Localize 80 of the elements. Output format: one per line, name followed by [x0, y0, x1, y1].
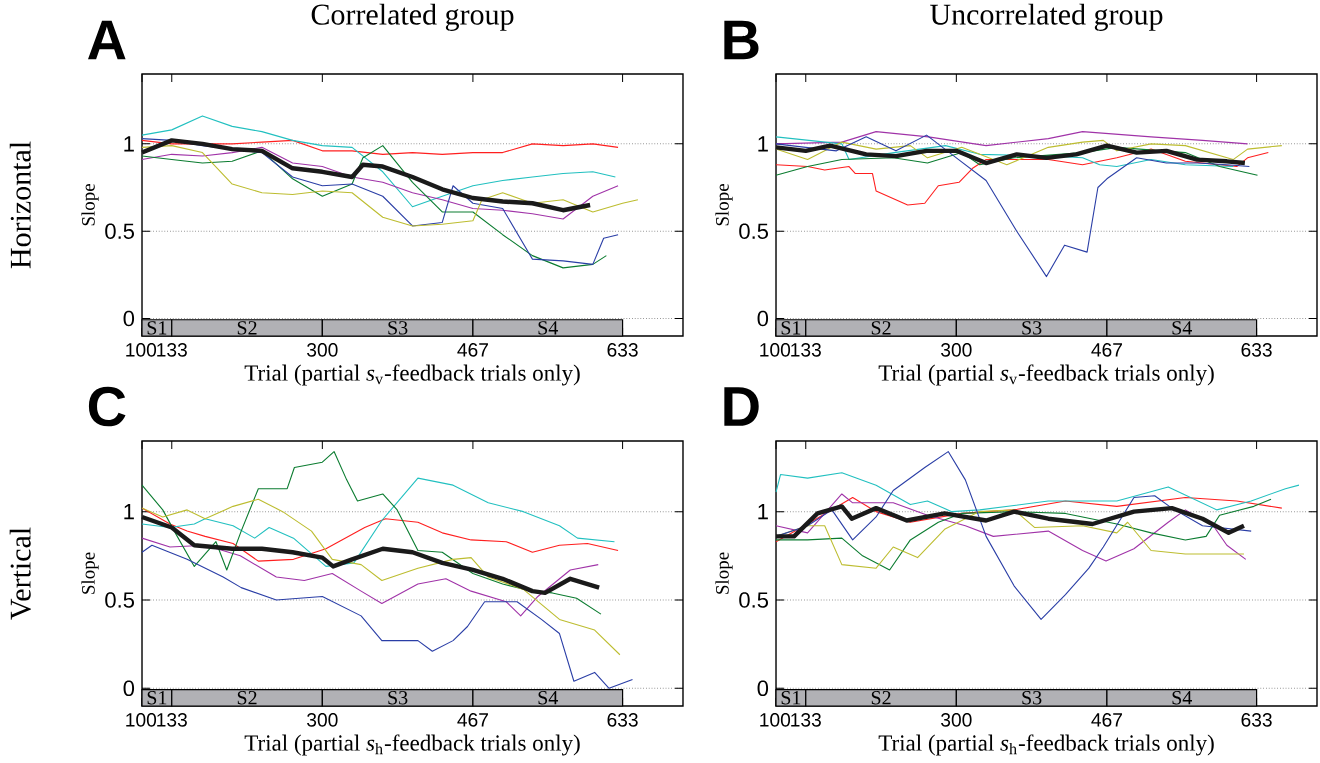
x-tick-label: 633 — [607, 713, 638, 727]
y-tick-label: 0.5 — [105, 592, 134, 608]
line-series — [141, 498, 621, 656]
band-label: S1 — [781, 691, 801, 705]
band-label: S3 — [1022, 321, 1042, 335]
x-tick-label: 100 — [126, 713, 157, 727]
band-label: S2 — [871, 321, 891, 335]
text: D — [724, 387, 759, 426]
x-tick-label: 467 — [1091, 713, 1122, 727]
x-tick-label: 300 — [941, 713, 972, 727]
band-label: S1 — [147, 691, 167, 705]
y-axis-title: Slope — [715, 184, 733, 226]
line-series — [141, 537, 599, 617]
x-axis-title: Trial (partial s$_{h}$-feedback trials only) — [244, 734, 580, 756]
line-series — [775, 472, 1300, 513]
x-axis-title: Trial (partial s$_{h}$-feedback trials only) — [878, 734, 1214, 756]
x-tick-label: 133 — [157, 343, 187, 357]
band-label: S4 — [538, 691, 558, 705]
x-tick-label: 100 — [760, 343, 791, 357]
x-tick-label: 467 — [1091, 343, 1122, 357]
line-series — [141, 477, 616, 567]
band-label: S2 — [237, 321, 257, 335]
x-tick-label: 467 — [457, 713, 488, 727]
text: A — [88, 20, 126, 60]
text: Horizontal — [9, 141, 31, 269]
line-series — [773, 504, 1247, 539]
y-tick-label: 1 — [124, 504, 134, 520]
band-label: S3 — [1022, 691, 1042, 705]
band-label: S2 — [871, 691, 891, 705]
y-axis-title: Slope — [81, 552, 99, 594]
line-series — [775, 498, 1272, 571]
x-tick-label: 300 — [941, 343, 972, 357]
band-label: S1 — [781, 321, 801, 335]
line-series — [141, 451, 602, 615]
line-series — [775, 139, 1283, 166]
y-tick-label: 1 — [758, 136, 768, 152]
text: Vertical — [9, 527, 31, 620]
x-tick-label: 633 — [1241, 343, 1272, 357]
line-series — [139, 138, 593, 213]
y-tick-label: 0.5 — [739, 223, 768, 239]
x-tick-label: 133 — [791, 713, 821, 727]
y-tick-label: 0 — [123, 310, 135, 327]
x-tick-label: 133 — [791, 343, 821, 357]
band-label: S3 — [388, 691, 408, 705]
chart-title: Uncorrelated group — [930, 3, 1163, 31]
x-tick-label: 467 — [457, 343, 488, 357]
band-label: S4 — [1172, 691, 1192, 705]
x-tick-label: 300 — [307, 343, 338, 357]
x-tick-label: 300 — [307, 713, 338, 727]
y-tick-label: 0 — [757, 310, 769, 327]
y-tick-label: 0.5 — [739, 592, 768, 608]
line-series — [141, 544, 634, 689]
x-tick-label: 633 — [607, 343, 638, 357]
x-axis-title: Trial (partial s$_{v}$-feedback trials only) — [878, 364, 1214, 386]
y-tick-label: 0 — [123, 680, 135, 697]
y-tick-label: 1 — [758, 504, 768, 520]
x-axis-title: Trial (partial s$_{v}$-feedback trials only) — [244, 364, 580, 386]
line-series — [141, 115, 616, 208]
y-tick-label: 0 — [757, 680, 769, 697]
line-series — [773, 143, 1248, 166]
x-tick-label: 100 — [126, 343, 157, 357]
band-label: S3 — [388, 321, 408, 335]
text: B — [724, 20, 759, 60]
band-label: S4 — [1172, 321, 1192, 335]
x-tick-label: 100 — [760, 713, 791, 727]
band-label: S4 — [538, 321, 558, 335]
band-label: S1 — [147, 321, 167, 335]
line-series — [141, 507, 619, 562]
y-tick-label: 0.5 — [105, 223, 134, 239]
x-tick-label: 633 — [1241, 713, 1272, 727]
band-label: S2 — [237, 691, 257, 705]
chart-title: Correlated group — [311, 3, 514, 31]
line-series — [775, 134, 1250, 278]
text: C — [88, 386, 126, 427]
x-tick-label: 133 — [157, 713, 187, 727]
line-series — [775, 493, 1247, 562]
y-tick-label: 1 — [124, 136, 134, 152]
y-axis-title: Slope — [81, 184, 99, 226]
y-axis-title: Slope — [715, 552, 733, 594]
line-series — [139, 514, 602, 596]
